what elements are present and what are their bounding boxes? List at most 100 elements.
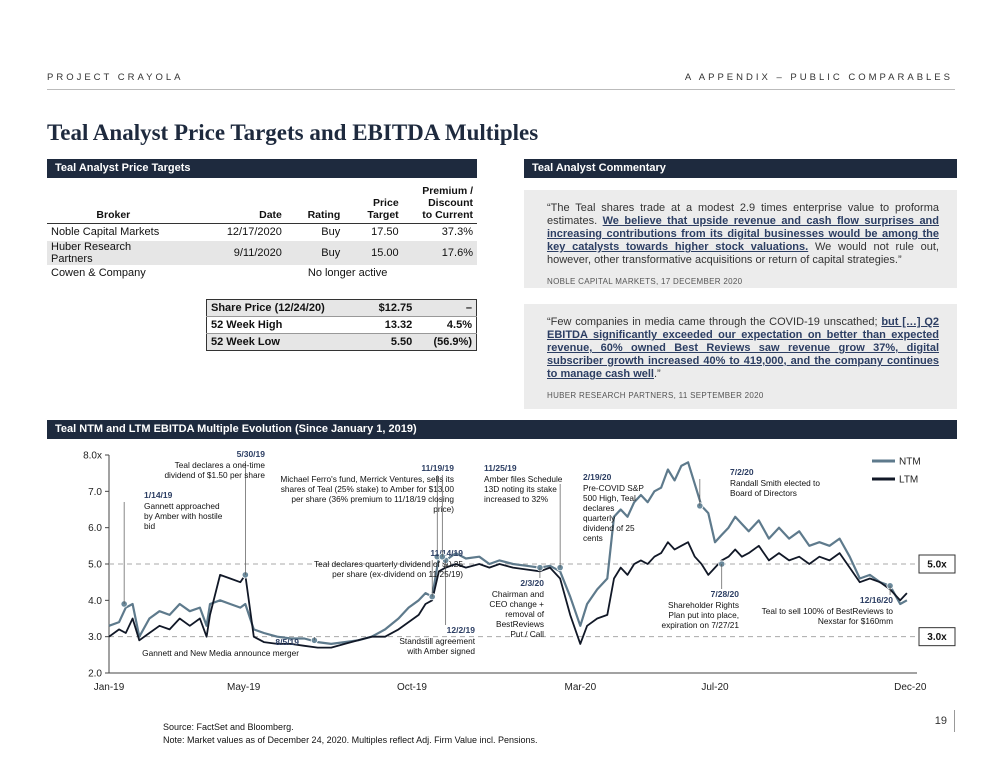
event-text: quarterly <box>583 513 616 523</box>
sp-value: $12.75 <box>362 299 417 317</box>
event-text: Pre-COVID S&P <box>583 483 644 493</box>
quote-source: NOBLE CAPITAL MARKETS, 17 DECEMBER 2020 <box>547 277 743 286</box>
event-text: per share (36% premium to 11/18/19 closi… <box>291 494 454 504</box>
col-target-label: Target <box>367 209 399 221</box>
sp-pct: 4.5% <box>416 316 477 334</box>
col-price-line1: Price <box>372 197 399 209</box>
event-text: BestReviews <box>496 619 544 629</box>
event-date: 11/19/19 <box>421 463 454 473</box>
quote-huber: “Few companies in media came through the… <box>524 304 957 409</box>
reference-label-box <box>918 627 956 647</box>
sp-value: 13.32 <box>362 316 417 334</box>
section-label: A APPENDIX – PUBLIC COMPARABLES <box>684 72 953 83</box>
ebitda-multiple-chart: 2.0 3.0 4.0 5.0 6.0 7.0 8.0x Jan-19 May-19 Oct-19… <box>47 443 962 700</box>
header-divider <box>47 89 955 90</box>
event-text: shares of Teal (25% stake) to Amber for … <box>281 484 455 494</box>
price-targets-bar: Teal Analyst Price Targets <box>47 159 477 178</box>
event-text: Gannett approached <box>144 501 220 511</box>
premium-cell <box>403 265 477 282</box>
table-row: 52 Week High 13.32 4.5% <box>206 316 477 334</box>
y-tick-label: 7.0 <box>88 487 102 498</box>
event-date: 12/2/19 <box>447 625 476 635</box>
quote-noble: “The Teal shares trade at a modest 2.9 t… <box>524 190 957 288</box>
commentary-bar: Teal Analyst Commentary <box>524 159 957 178</box>
target-cell: 15.00 <box>344 240 403 265</box>
x-tick-label: Oct-19 <box>397 682 427 693</box>
x-tick-label: Mar-20 <box>564 682 596 693</box>
project-name: PROJECT CRAYOLA <box>47 72 184 83</box>
broker-cell: Huber Research Partners <box>47 240 180 265</box>
y-tick-label: 3.0 <box>88 632 102 643</box>
y-tick-label: 4.0 <box>88 596 102 607</box>
event-text: CEO change + <box>489 599 544 609</box>
event-text: expiration on 7/27/21 <box>662 620 740 630</box>
y-tick-label: 2.0 <box>88 669 102 680</box>
col-date: Date <box>179 183 286 224</box>
table-row: Noble Capital Markets 12/17/2020 Buy 17.… <box>47 224 477 241</box>
event-date: 12/16/20 <box>860 595 893 605</box>
date-cell: 9/11/2020 <box>179 240 286 265</box>
reference-label: 5.0x <box>927 560 947 571</box>
rating-cell: Buy <box>321 226 341 239</box>
quote-source: HUBER RESEARCH PARTNERS, 11 SEPTEMBER 20… <box>547 391 764 400</box>
event-text: bid <box>144 521 155 531</box>
event-date: 11/14/19 <box>430 548 463 558</box>
sp-value: 5.50 <box>362 333 417 351</box>
event-text: Teal declares a one-time <box>175 460 266 470</box>
sp-pct: – <box>416 299 477 317</box>
quote-text: .” <box>653 368 661 380</box>
event-text: Board of Directors <box>730 488 797 498</box>
col-premium: Premium / Discount to Current <box>402 183 477 224</box>
premium-cell: 37.3% <box>441 226 473 239</box>
col-premium-line1: Premium / <box>422 185 473 197</box>
event-text: Teal to sell 100% of BestReviews to <box>762 606 894 616</box>
event-text: Teal declares quarterly dividend of $0.2… <box>314 559 463 569</box>
event-text: Amber files Schedule <box>484 474 563 484</box>
event-text: removal of <box>505 609 544 619</box>
sp-label: Share Price (12/24/20) <box>206 299 363 317</box>
col-rating: Rating <box>285 183 345 224</box>
broker-cell: Noble Capital Markets <box>51 226 160 239</box>
footnote-note: Note: Market values as of December 24, 2… <box>163 735 538 745</box>
quote-emphasis: We believe that upside revenue and cash … <box>547 215 939 253</box>
y-tick-label: 5.0 <box>88 560 102 571</box>
event-text: declares <box>583 503 614 513</box>
event-text: cents <box>583 533 603 543</box>
event-date: 5/30/19 <box>237 449 266 459</box>
page-title: Teal Analyst Price Targets and EBITDA Mu… <box>47 120 539 145</box>
event-text: Nexstar for $160mm <box>818 616 893 626</box>
legend-label: LTM <box>899 475 918 486</box>
event-date: 2/3/20 <box>520 578 544 588</box>
table-row: Cowen & Company No longer active <box>47 265 477 282</box>
page-number: 19 <box>934 715 947 727</box>
event-text: per share (ex-dividend on 11/25/19) <box>332 569 463 579</box>
series-line-ntm <box>108 461 908 645</box>
legend-label: NTM <box>899 457 921 468</box>
event-text: Put / Call <box>510 629 544 639</box>
event-text: Plan put into place, <box>668 610 739 620</box>
sp-pct: (56.9%) <box>416 333 477 351</box>
sp-label: 52 Week Low <box>206 333 363 351</box>
event-date: 11/25/19 <box>484 463 517 473</box>
chart-svg: 2.0 3.0 4.0 5.0 6.0 7.0 8.0x Jan-19 May-19 Oct-19… <box>83 449 956 693</box>
share-price-table: Share Price (12/24/20) $12.75 – 52 Week … <box>206 299 477 351</box>
event-text: Standstill agreement <box>399 636 475 646</box>
y-tick-label: 8.0x <box>83 451 102 462</box>
table-row: 52 Week Low 5.50 (56.9%) <box>206 333 477 351</box>
event-date: 2/19/20 <box>583 472 612 482</box>
event-text: dividend of $1.50 per share <box>164 470 265 480</box>
event-text: 500 High, Teal <box>583 493 636 503</box>
rating-cell: Buy <box>285 240 345 265</box>
event-text: 13D noting its stake <box>484 484 557 494</box>
page-number-rule <box>954 710 955 732</box>
broker-cell: Cowen & Company <box>51 267 146 279</box>
date-cell: 12/17/2020 <box>226 226 282 239</box>
date-cell <box>180 265 286 282</box>
reference-label: 3.0x <box>927 632 947 643</box>
footnote-source: Source: FactSet and Bloomberg. <box>163 722 294 732</box>
event-text: Chairman and <box>492 589 545 599</box>
col-premium-line2: Discount <box>428 197 473 209</box>
premium-cell: 17.6% <box>402 240 477 265</box>
price-targets-table: Broker Date Rating Price Target Premium /… <box>47 183 477 282</box>
event-date: 8/5/19 <box>275 637 299 647</box>
